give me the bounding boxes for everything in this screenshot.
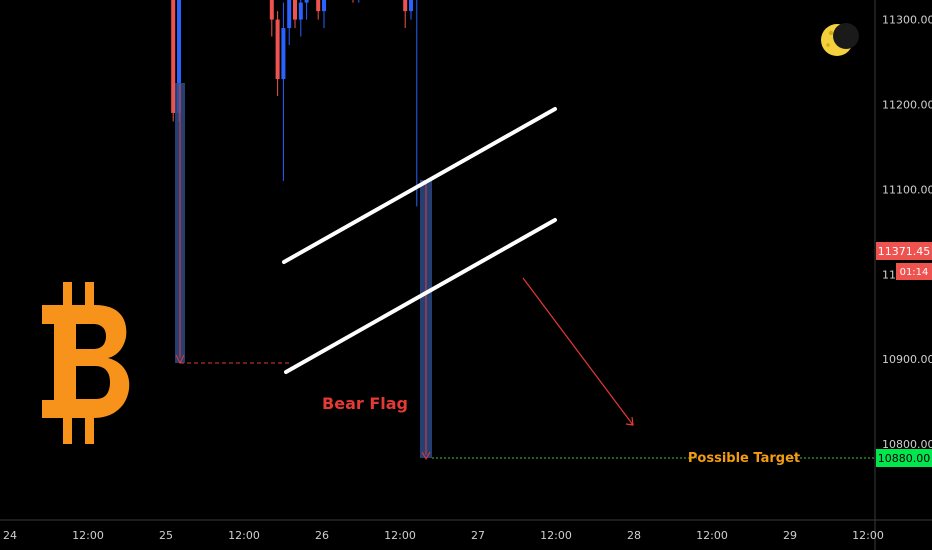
- measure-bar-right: [420, 180, 432, 461]
- candle: [316, 0, 321, 20]
- candle: [304, 0, 309, 20]
- target-price-badge: 10880.00: [876, 449, 932, 467]
- current-price-text: 11371.45: [878, 245, 931, 258]
- x-tick-label: 12:00: [384, 529, 416, 542]
- moon-icon: [821, 23, 859, 56]
- channel-upper-line[interactable]: [282, 107, 557, 264]
- target-label-bg: [697, 449, 791, 466]
- candle: [177, 0, 181, 122]
- bitcoin-logo: [42, 282, 130, 444]
- candles-layer: [171, 0, 418, 207]
- x-tick-label: 24: [3, 529, 17, 542]
- candle: [281, 2, 286, 181]
- y-tick-label: 11100.00: [882, 183, 932, 196]
- candle: [275, 11, 280, 96]
- candle: [171, 0, 176, 122]
- current-price-badge: 11371.45 01:14: [876, 242, 932, 280]
- candle: [403, 0, 408, 29]
- x-tick-label: 12:00: [228, 529, 260, 542]
- y-tick-label: 11200.00: [882, 98, 932, 111]
- target-label: Possible Target: [688, 451, 800, 466]
- x-tick-label: 26: [315, 529, 329, 542]
- candle: [416, 0, 418, 207]
- x-tick-label: 12:00: [696, 529, 728, 542]
- x-tick-label: 28: [627, 529, 641, 542]
- x-tick-label: 29: [783, 529, 797, 542]
- x-axis-ticks: 24 12:00 25 12:00 26 12:00 27 12:00 28 12:00 29 12:…: [3, 529, 884, 542]
- y-tick-label: 10800.00: [882, 438, 932, 451]
- y-tick-label: 10900.00: [882, 353, 932, 366]
- candle: [409, 0, 413, 20]
- channel-lower-line[interactable]: [284, 218, 557, 374]
- candle: [287, 0, 292, 46]
- x-tick-label: 12:00: [540, 529, 572, 542]
- bear-flag-label: Bear Flag: [322, 394, 408, 413]
- y-tick-label: 11300.00: [882, 14, 932, 27]
- measure-bar-left: [175, 83, 290, 365]
- x-tick-label: 27: [471, 529, 485, 542]
- x-tick-label: 12:00: [852, 529, 884, 542]
- candle: [322, 0, 326, 29]
- candle: [269, 0, 274, 37]
- countdown-text: 01:14: [900, 267, 929, 278]
- down-arrow[interactable]: [522, 277, 634, 426]
- candle: [298, 0, 303, 37]
- target-price-text: 10880.00: [878, 452, 931, 465]
- x-tick-label: 25: [159, 529, 173, 542]
- candle: [293, 0, 297, 29]
- x-tick-label: 12:00: [72, 529, 104, 542]
